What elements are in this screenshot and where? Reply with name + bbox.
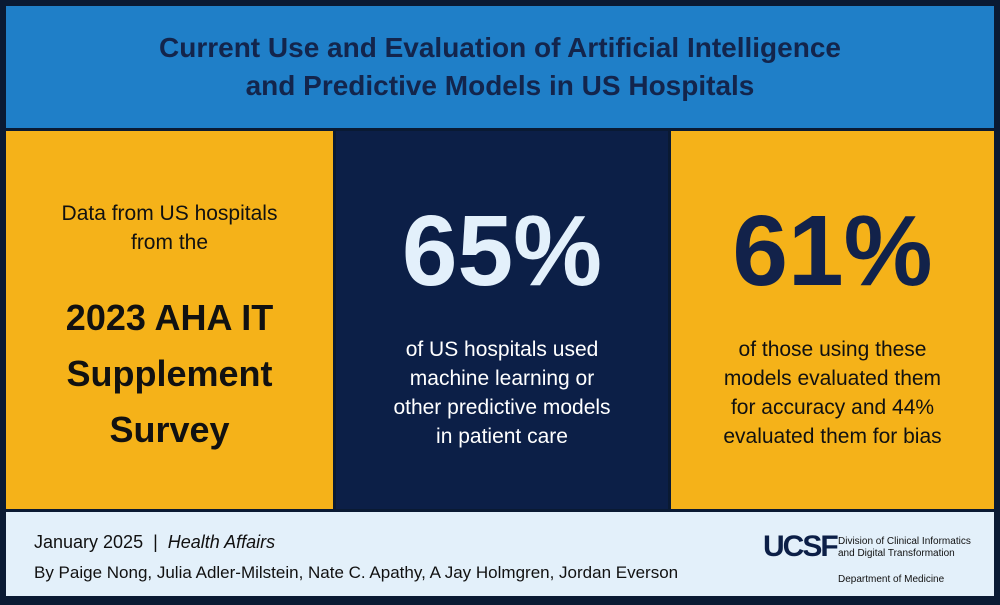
desc-line: of US hospitals used bbox=[405, 338, 599, 361]
infographic: Current Use and Evaluation of Artificial… bbox=[3, 3, 997, 599]
division-line: and Digital Transformation bbox=[838, 548, 955, 559]
desc-line: for accuracy and 44% bbox=[730, 396, 935, 419]
division-name: Division of Clinical Informatics and Dig… bbox=[838, 536, 971, 560]
desc-line: machine learning or bbox=[409, 367, 595, 390]
usage-description: of US hospitals used machine learning or… bbox=[336, 335, 668, 451]
title-line-1: Current Use and Evaluation of Artificial… bbox=[159, 32, 841, 63]
source-intro: Data from US hospitals from the bbox=[6, 199, 333, 257]
publication-date: January 2025 bbox=[34, 532, 144, 552]
survey-name-line: Survey bbox=[109, 409, 230, 450]
footer: January 2025 | Health Affairs By Paige Non… bbox=[6, 512, 994, 596]
desc-line: models evaluated them bbox=[723, 367, 942, 390]
separator: | bbox=[153, 532, 158, 552]
evaluation-description: of those using these models evaluated th… bbox=[671, 335, 994, 451]
evaluation-stat: 61% bbox=[732, 195, 933, 307]
department-name: Department of Medicine bbox=[838, 574, 945, 585]
survey-source-panel: Data from US hospitals from the 2023 AHA… bbox=[6, 131, 333, 509]
publication-line: January 2025 | Health Affairs bbox=[34, 532, 275, 553]
desc-line: evaluated them for bias bbox=[723, 425, 942, 448]
usage-stat-panel: 65% of US hospitals used machine learnin… bbox=[336, 131, 668, 509]
ucsf-logo: UCSF Division of Clinical Informatics an… bbox=[763, 532, 978, 588]
desc-line: of those using these bbox=[738, 338, 927, 361]
usage-stat: 65% bbox=[401, 195, 603, 307]
desc-line: in patient care bbox=[436, 425, 568, 448]
survey-name: 2023 AHA IT Supplement Survey bbox=[6, 290, 333, 458]
intro-line: Data from US hospitals bbox=[61, 202, 278, 225]
survey-name-line: 2023 AHA IT bbox=[65, 297, 274, 338]
desc-line: other predictive models bbox=[393, 396, 611, 419]
survey-name-line: Supplement bbox=[66, 353, 273, 394]
ucsf-logo-mark: UCSF bbox=[763, 530, 839, 563]
division-line: Division of Clinical Informatics bbox=[838, 536, 971, 547]
title-line-2: and Predictive Models in US Hospitals bbox=[245, 70, 755, 101]
header-banner: Current Use and Evaluation of Artificial… bbox=[6, 6, 994, 128]
journal-name: Health Affairs bbox=[167, 532, 276, 552]
intro-line: from the bbox=[130, 231, 209, 254]
authors-line: By Paige Nong, Julia Adler-Milstein, Nat… bbox=[34, 563, 679, 582]
evaluation-stat-panel: 61% of those using these models evaluate… bbox=[671, 131, 994, 509]
